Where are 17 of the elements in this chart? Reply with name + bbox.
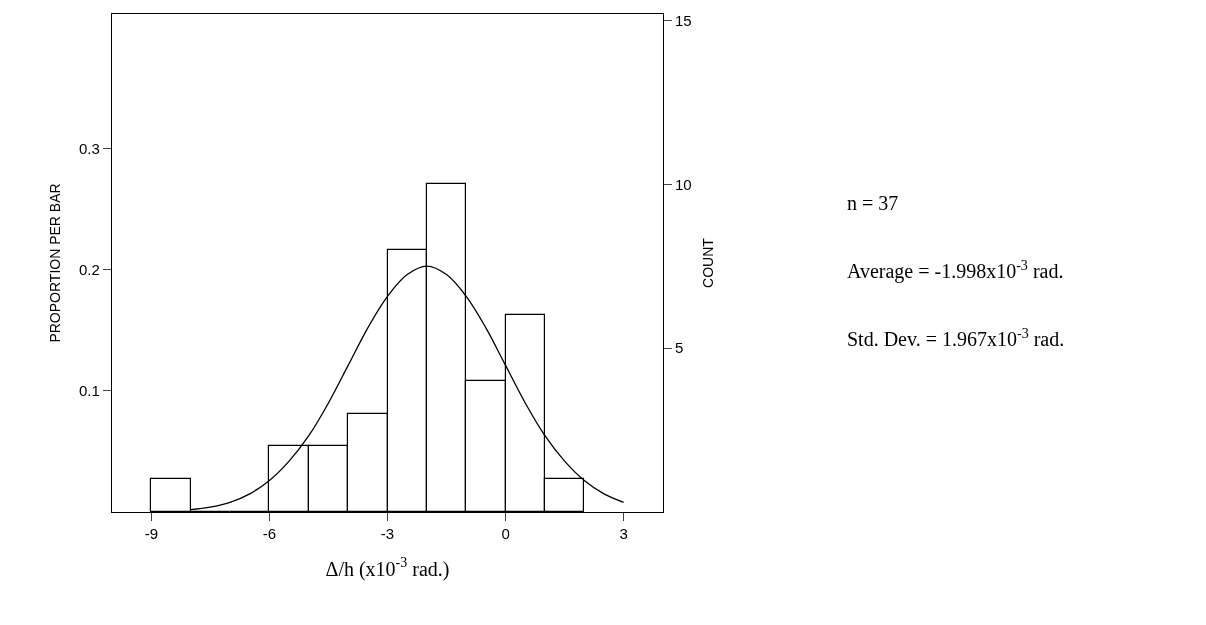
x-tick-label: -6: [262, 525, 277, 543]
text: n = 37: [847, 192, 899, 214]
y-tick-label: 0.3: [79, 139, 100, 157]
x-axis-title: Δ/h (x10$^{-3}$ rad.): [325, 555, 450, 581]
y-tick-label: 0.1: [79, 382, 100, 400]
x-tick-label: -3: [380, 525, 395, 543]
y2-axis-title: COUNT: [699, 237, 716, 288]
y2-tick-label: 10: [675, 175, 692, 193]
y-tick-label: 0.2: [79, 260, 100, 278]
y2-tick-label: 15: [675, 11, 692, 29]
y2-tick-label: 5: [675, 339, 684, 357]
y-axis-title: PROPORTION PER BAR: [46, 183, 63, 343]
text: Std. Dev. = 1.967x10$^{-3}$ rad.: [847, 326, 1065, 351]
x-tick-label: 3: [619, 525, 628, 543]
x-tick-label: -9: [144, 525, 159, 543]
x-tick-label: 0: [501, 525, 510, 543]
text: Average = -1.998x10$^{-3}$ rad.: [847, 258, 1064, 284]
